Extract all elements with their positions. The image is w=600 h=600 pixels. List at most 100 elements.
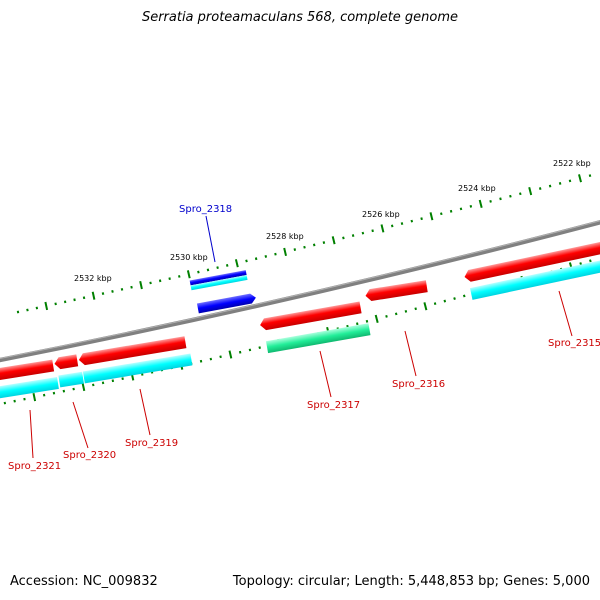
- outer-scale-minor-tick: [130, 285, 133, 289]
- outer-scale-minor-tick: [449, 209, 453, 213]
- cds-spro-2315-bar: [470, 259, 600, 300]
- gene-spro-2315[interactable]: [463, 241, 600, 301]
- gene-spro-2319-arrow: [78, 336, 187, 366]
- scale-label-2528: 2528 kbp: [266, 232, 304, 241]
- leader-spro-2316: [404, 330, 417, 377]
- cds-spro-2321-bar: [0, 377, 59, 399]
- inner-scale-minor-tick: [209, 357, 213, 361]
- genome-backbone-highlight: [0, 220, 600, 360]
- outer-scale-minor-tick: [54, 302, 57, 306]
- leader-spro-2318: [205, 215, 216, 263]
- inner-scale-minor-tick: [258, 346, 261, 350]
- label-spro-2316[interactable]: Spro_2316: [392, 379, 445, 390]
- gene-spro-2317-arrow: [260, 301, 362, 331]
- inner-scale-minor-tick: [219, 355, 222, 359]
- outer-scale-minor-tick: [303, 245, 306, 249]
- inner-scale-minor-tick: [462, 294, 466, 298]
- inner-scale-minor-tick: [101, 381, 105, 385]
- outer-scale-minor-tick: [245, 259, 248, 263]
- outer-scale-minor-tick: [489, 199, 492, 203]
- label-spro-2321[interactable]: Spro_2321: [8, 461, 61, 472]
- outer-scale-minor-tick: [149, 281, 152, 285]
- outer-scale-minor-tick: [410, 219, 414, 223]
- label-spro-2319[interactable]: Spro_2319: [125, 438, 178, 449]
- outer-scale-major-tick: [91, 291, 96, 300]
- outer-scale-minor-tick: [158, 279, 162, 283]
- outer-scale-minor-tick: [420, 217, 423, 221]
- label-spro-2317[interactable]: Spro_2317: [307, 400, 360, 411]
- outer-scale-major-tick: [578, 174, 582, 183]
- inner-scale-minor-tick: [52, 391, 56, 395]
- outer-scale-minor-tick: [371, 229, 374, 233]
- outer-scale-minor-tick: [499, 197, 502, 201]
- outer-scale-minor-tick: [538, 187, 542, 191]
- inner-scale-minor-tick: [3, 401, 7, 405]
- outer-scale-major-tick: [429, 212, 434, 221]
- gene-spro-2318[interactable]: [189, 269, 257, 314]
- outer-scale-minor-tick: [459, 207, 463, 211]
- accession-label: Accession: NC_009832: [10, 574, 158, 589]
- cds-spro-2319-bar: [82, 353, 193, 384]
- gene-spro-2320-arrow: [54, 354, 79, 370]
- outer-scale-major-tick: [380, 224, 385, 233]
- inner-scale-minor-tick: [13, 399, 16, 403]
- scale-label-2530: 2530 kbp: [170, 253, 208, 262]
- outer-scale-minor-tick: [568, 179, 572, 183]
- cds-spro-2318-bar: [190, 274, 248, 291]
- label-spro-2318[interactable]: Spro_2318: [179, 204, 232, 215]
- inner-scale-minor-tick: [111, 379, 115, 383]
- outer-scale-minor-tick: [197, 270, 200, 274]
- label-spro-2320[interactable]: Spro_2320: [63, 450, 116, 461]
- outer-scale-major-tick: [139, 280, 143, 290]
- outer-scale-minor-tick: [82, 296, 86, 300]
- inner-scale-major-tick: [228, 350, 233, 359]
- gene-spro-2321[interactable]: [0, 359, 59, 399]
- inner-scale-minor-tick: [238, 350, 242, 354]
- cds-spro-2320-bar: [58, 371, 84, 388]
- outer-scale-minor-tick: [548, 184, 552, 188]
- inner-scale-minor-tick: [42, 393, 46, 397]
- outer-scale-minor-tick: [274, 252, 277, 256]
- inner-scale-minor-tick: [356, 322, 359, 326]
- outer-scale-minor-tick: [390, 224, 394, 228]
- gene-spro-2320[interactable]: [54, 354, 84, 388]
- leader-spro-2317: [319, 350, 332, 398]
- map-title: Serratia proteamaculans 568, complete ge…: [141, 10, 459, 25]
- inner-scale-minor-tick: [365, 319, 369, 323]
- gene-spro-2321-arrow: [0, 359, 55, 381]
- outer-scale-minor-tick: [35, 306, 39, 310]
- genome-backbone: [0, 219, 600, 363]
- scale-label-2522: 2522 kbp: [553, 159, 591, 168]
- outer-scale-minor-tick: [509, 194, 512, 198]
- outer-scale-minor-tick: [351, 234, 355, 237]
- outer-scale-major-tick: [186, 270, 191, 279]
- outer-scale-minor-tick: [558, 182, 562, 185]
- outer-scale-minor-tick: [588, 174, 592, 178]
- outer-scale-minor-tick: [254, 257, 258, 261]
- outer-scale-minor-tick: [178, 275, 181, 278]
- inner-scale-major-tick: [374, 314, 379, 323]
- outer-scale-minor-tick: [73, 298, 76, 302]
- cds-spro-2318-arrow: [196, 293, 256, 314]
- inner-scale-minor-tick: [62, 389, 66, 393]
- gene-spro-2315-arrow: [464, 241, 600, 282]
- label-spro-2315[interactable]: Spro_2315: [548, 338, 600, 349]
- inner-scale-minor-tick: [92, 383, 95, 387]
- outer-scale-minor-tick: [120, 287, 124, 291]
- inner-scale-minor-tick: [433, 302, 437, 306]
- inner-scale-minor-tick: [394, 312, 398, 316]
- outer-scale-minor-tick: [469, 204, 473, 208]
- inner-scale-minor-tick: [121, 377, 124, 381]
- outer-scale-minor-tick: [63, 300, 67, 304]
- inner-scale-major-tick: [423, 302, 428, 311]
- outer-scale-minor-tick: [206, 268, 210, 272]
- outer-scale-major-tick: [234, 259, 239, 268]
- outer-scale-minor-tick: [225, 264, 229, 267]
- inner-scale-minor-tick: [414, 307, 417, 311]
- gene-spro-2316[interactable]: [365, 280, 428, 302]
- gene-spro-2317[interactable]: [259, 301, 371, 354]
- outer-scale-minor-tick: [26, 308, 29, 312]
- gene-spro-2319[interactable]: [78, 336, 193, 384]
- outer-scale-minor-tick: [168, 277, 171, 281]
